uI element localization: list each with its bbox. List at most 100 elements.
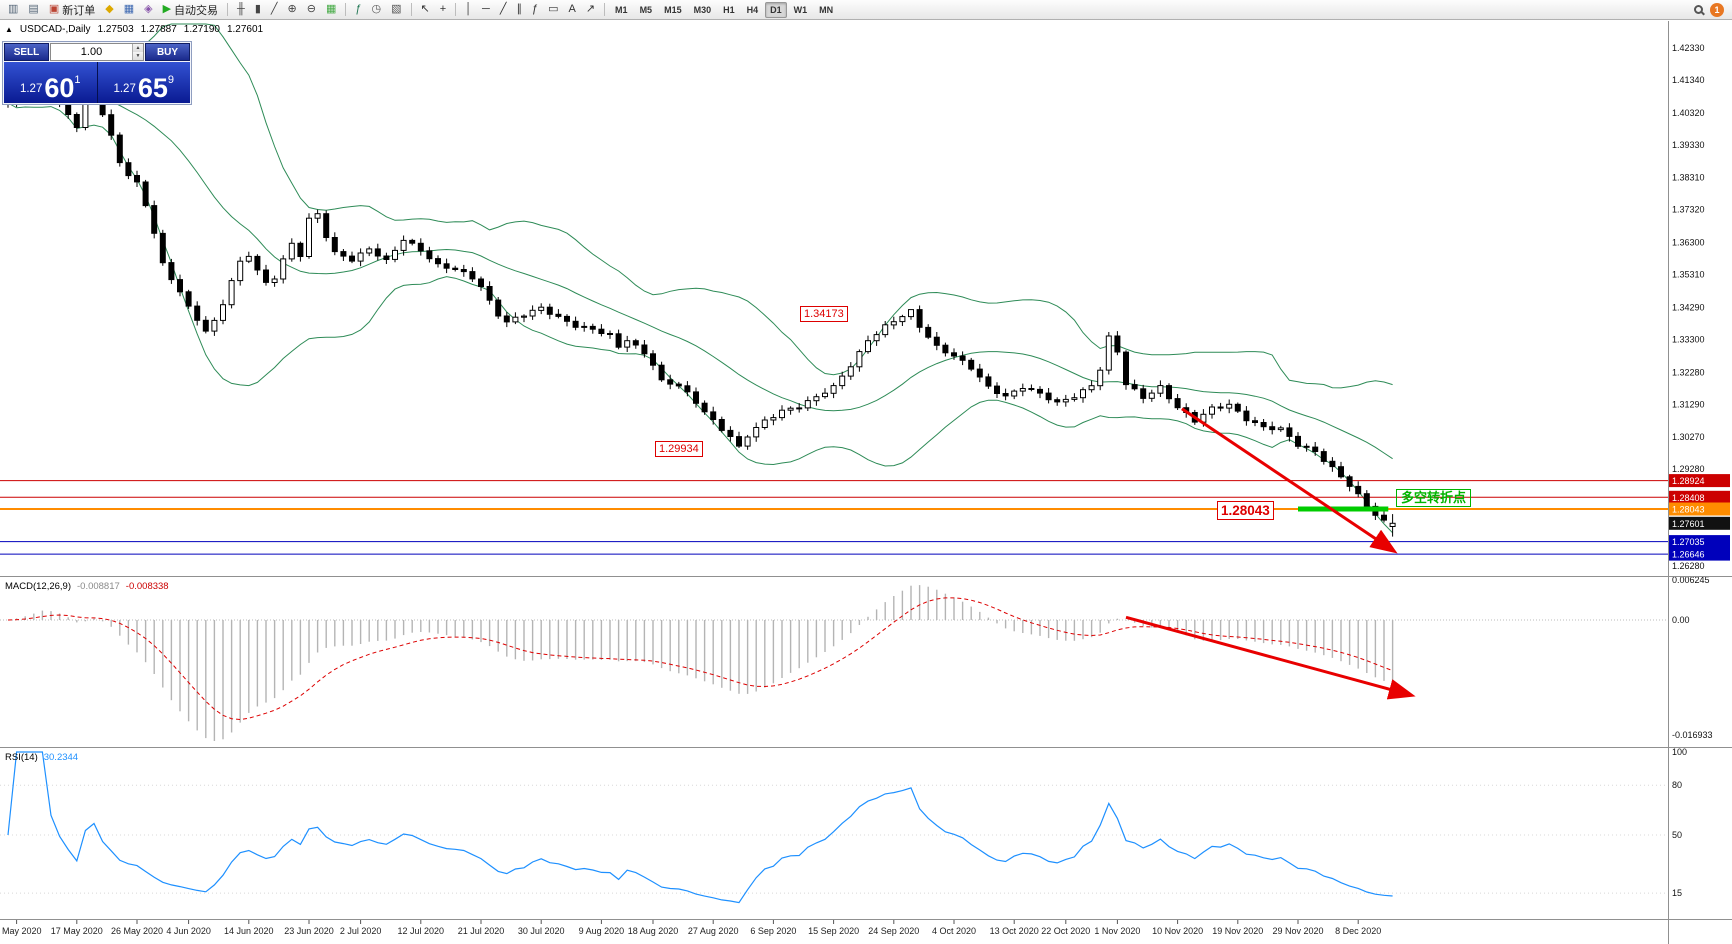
shapes-icon[interactable]: ▭ [544,1,562,18]
svg-text:0.00: 0.00 [1672,615,1690,625]
sell-price-button[interactable]: 1.27 60 1 [4,62,98,103]
candlestick-series [5,70,1396,537]
new-order-button-glyph: ▣ [48,3,60,15]
zoom-out-icon[interactable]: ⊖ [303,1,320,18]
arrows-icon[interactable]: ↗ [582,1,599,18]
periods-icon[interactable]: ◷ [367,1,385,18]
horizontal-line-icon[interactable]: ─ [478,1,494,18]
trend-arrow-macd[interactable] [1125,615,1416,700]
timeframe-w1[interactable]: W1 [789,2,813,18]
crosshair-icon[interactable]: + [436,1,450,18]
fibonacci-icon[interactable]: ƒ [528,1,542,18]
price-annotation-pivot[interactable]: 1.28043 [1217,501,1274,520]
timeframe-mn[interactable]: MN [814,2,838,18]
svg-text:1.34290: 1.34290 [1672,303,1705,313]
timeframe-h1[interactable]: H1 [718,2,740,18]
svg-text:17 May 2020: 17 May 2020 [51,926,103,936]
text-icon[interactable]: A [564,1,579,18]
buy-button[interactable]: BUY [145,43,190,61]
fibonacci-icon-glyph: ƒ [531,3,539,15]
search-icon[interactable] [1694,5,1703,14]
line-chart-icon[interactable]: ╱ [267,1,282,18]
metaeditor-icon[interactable]: ◆ [101,1,117,18]
svg-text:1.33300: 1.33300 [1672,334,1705,344]
buy-price-button[interactable]: 1.27 65 9 [97,62,190,103]
svg-text:9 Aug 2020: 9 Aug 2020 [579,926,625,936]
timeframe-m30-label: M30 [693,4,712,15]
new-order-button[interactable]: ▣ 新订单 [45,1,99,18]
trendline-icon[interactable]: ╱ [496,1,511,18]
buy-price-prefix: 1.27 [113,83,136,95]
volume-field[interactable]: 1.00 ▲ ▼ [50,43,144,61]
toolbar-separator [227,3,229,16]
collapse-trade-panel-toggle[interactable]: ▲ [5,25,13,34]
tile-windows-icon[interactable]: ▦ [322,1,340,18]
svg-text:0.006245: 0.006245 [1672,575,1710,585]
timeframe-h1-label: H1 [723,4,735,15]
zoom-in-icon[interactable]: ⊕ [284,1,301,18]
timeframe-m1[interactable]: M1 [610,2,633,18]
svg-text:1.38310: 1.38310 [1672,173,1705,183]
panel-separators[interactable] [0,21,1732,944]
svg-text:1.40320: 1.40320 [1672,108,1705,118]
toolbar-separator [410,3,412,16]
new-chart-icon[interactable]: ▥ [4,1,22,18]
vertical-line-icon[interactable]: │ [461,1,476,18]
price-annotation-peak[interactable]: 1.34173 [800,306,848,322]
horizontal-level-lines[interactable] [0,480,1668,555]
svg-text:1.26280: 1.26280 [1672,561,1705,571]
timeframe-m15[interactable]: M15 [659,2,687,18]
timeframe-m5[interactable]: M5 [635,2,658,18]
svg-text:1.28408: 1.28408 [1672,493,1705,503]
terminal-icon[interactable]: ▦ [120,1,138,18]
svg-text:14 Jun 2020: 14 Jun 2020 [224,926,274,936]
svg-text:1.32280: 1.32280 [1672,367,1705,377]
new-order-button-label: 新订单 [62,4,96,17]
svg-text:-0.016933: -0.016933 [1672,730,1713,740]
indicators-icon[interactable]: ƒ [351,1,365,18]
rsi-name: RSI(14) [5,752,38,763]
metaeditor-icon-glyph: ◆ [105,3,114,15]
rsi-header: RSI(14) 30.2344 [5,752,78,763]
ohlc-bars-icon[interactable]: ╫ [233,1,249,18]
svg-text:2 Jul 2020: 2 Jul 2020 [340,926,382,936]
trendline-icon-glyph: ╱ [499,3,507,15]
svg-text:21 Jul 2020: 21 Jul 2020 [458,926,505,936]
timeframe-m30[interactable]: M30 [689,2,717,18]
equidistant-channel-icon[interactable]: ∥ [512,1,526,18]
candlestick-chart-icon[interactable]: ▮ [251,1,265,18]
notification-badge[interactable]: 1 [1710,2,1724,17]
strategy-tester-icon-glyph: ◈ [144,3,153,15]
price-annotation-low[interactable]: 1.29934 [655,441,703,457]
svg-text:1.26646: 1.26646 [1672,550,1705,560]
strategy-tester-icon[interactable]: ◈ [140,1,156,18]
price-axis[interactable]: 1.42330 1.41340 1.40320 1.39330 1.38310 1.373… [1669,43,1730,898]
one-click-trading-panel: SELL 1.00 ▲ ▼ BUY 1.27 60 1 1.27 65 9 [2,41,192,105]
trend-arrow-main[interactable] [1181,407,1398,554]
ohlc-bars-icon-glyph: ╫ [237,3,245,15]
auto-trading-button[interactable]: ▶ 自动交易 [159,1,222,18]
sell-button[interactable]: SELL [4,43,49,61]
macd-indicator [0,585,1668,741]
templates-icon[interactable]: ▧ [387,1,405,18]
volume-up-button[interactable]: ▲ [133,44,143,52]
chart-profiles-icon[interactable]: ▤ [24,1,42,18]
sell-price-big: 60 [44,73,75,103]
svg-text:1.31290: 1.31290 [1672,399,1705,409]
toolbar-separator [345,3,347,16]
tile-windows-icon-glyph: ▦ [325,3,337,15]
date-axis[interactable]: May 2020 17 May 2020 26 May 2020 4 Jun 2020… [2,920,1381,936]
svg-text:1.42330: 1.42330 [1672,43,1705,53]
toolbar: ▥ ▤ ▣ 新订单 ◆ ▦ ◈ ▶ 自动交易 ╫ ▮ ╱ ⊕ ⊖ ▦ ƒ ◷ ▧ ↖ + │ ─ ╱ ∥ ƒ ▭ A ↗ M1 M5 M15… [0,0,1732,20]
volume-down-button[interactable]: ▼ [133,52,143,60]
pivot-note-label[interactable]: 多空转折点 [1396,489,1472,507]
chart-title-line: ▲ USDCAD-,Daily 1.27503 1.27887 1.27190 … [5,24,263,35]
timeframe-d1[interactable]: D1 [765,1,787,18]
cursor-icon[interactable]: ↖ [417,1,434,18]
timeframe-h4[interactable]: H4 [742,2,764,18]
svg-text:1.29280: 1.29280 [1672,464,1705,474]
macd-header: MACD(12,26,9) -0.008817 -0.008338 [5,581,169,592]
timeframe-w1-label: W1 [793,4,808,15]
ohlc-low: 1.27190 [183,24,220,35]
